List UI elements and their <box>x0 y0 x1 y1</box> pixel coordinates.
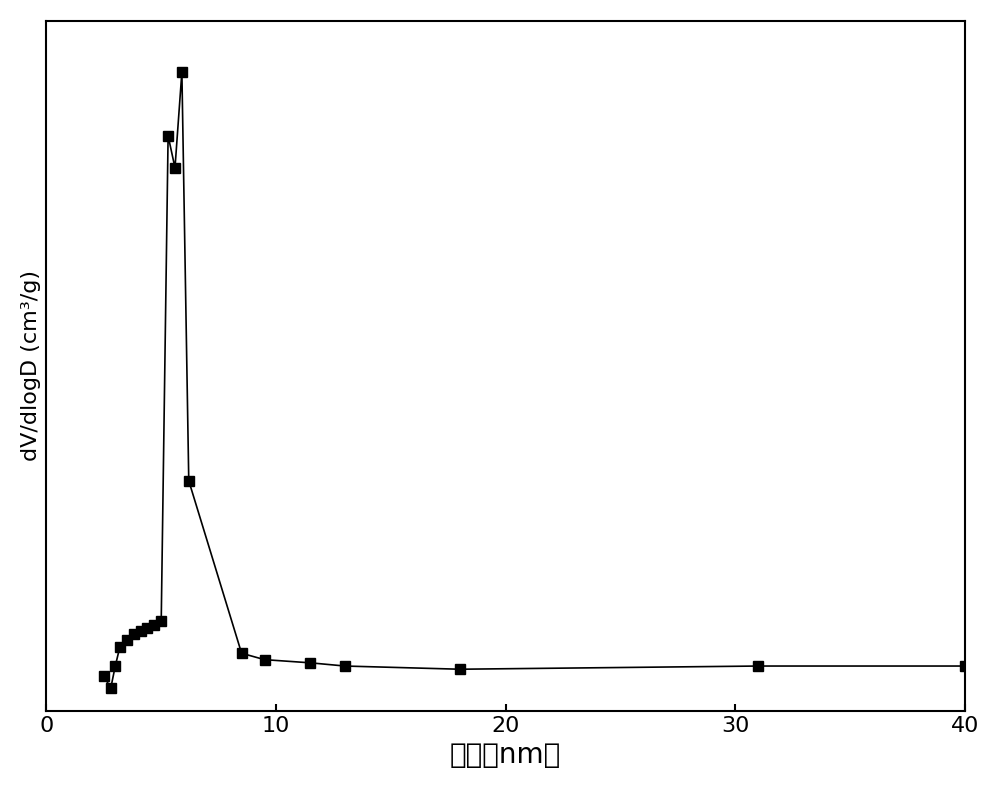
X-axis label: 孔径（nm）: 孔径（nm） <box>450 741 561 769</box>
Y-axis label: dV/dlogD (cm³/g): dV/dlogD (cm³/g) <box>21 270 41 461</box>
